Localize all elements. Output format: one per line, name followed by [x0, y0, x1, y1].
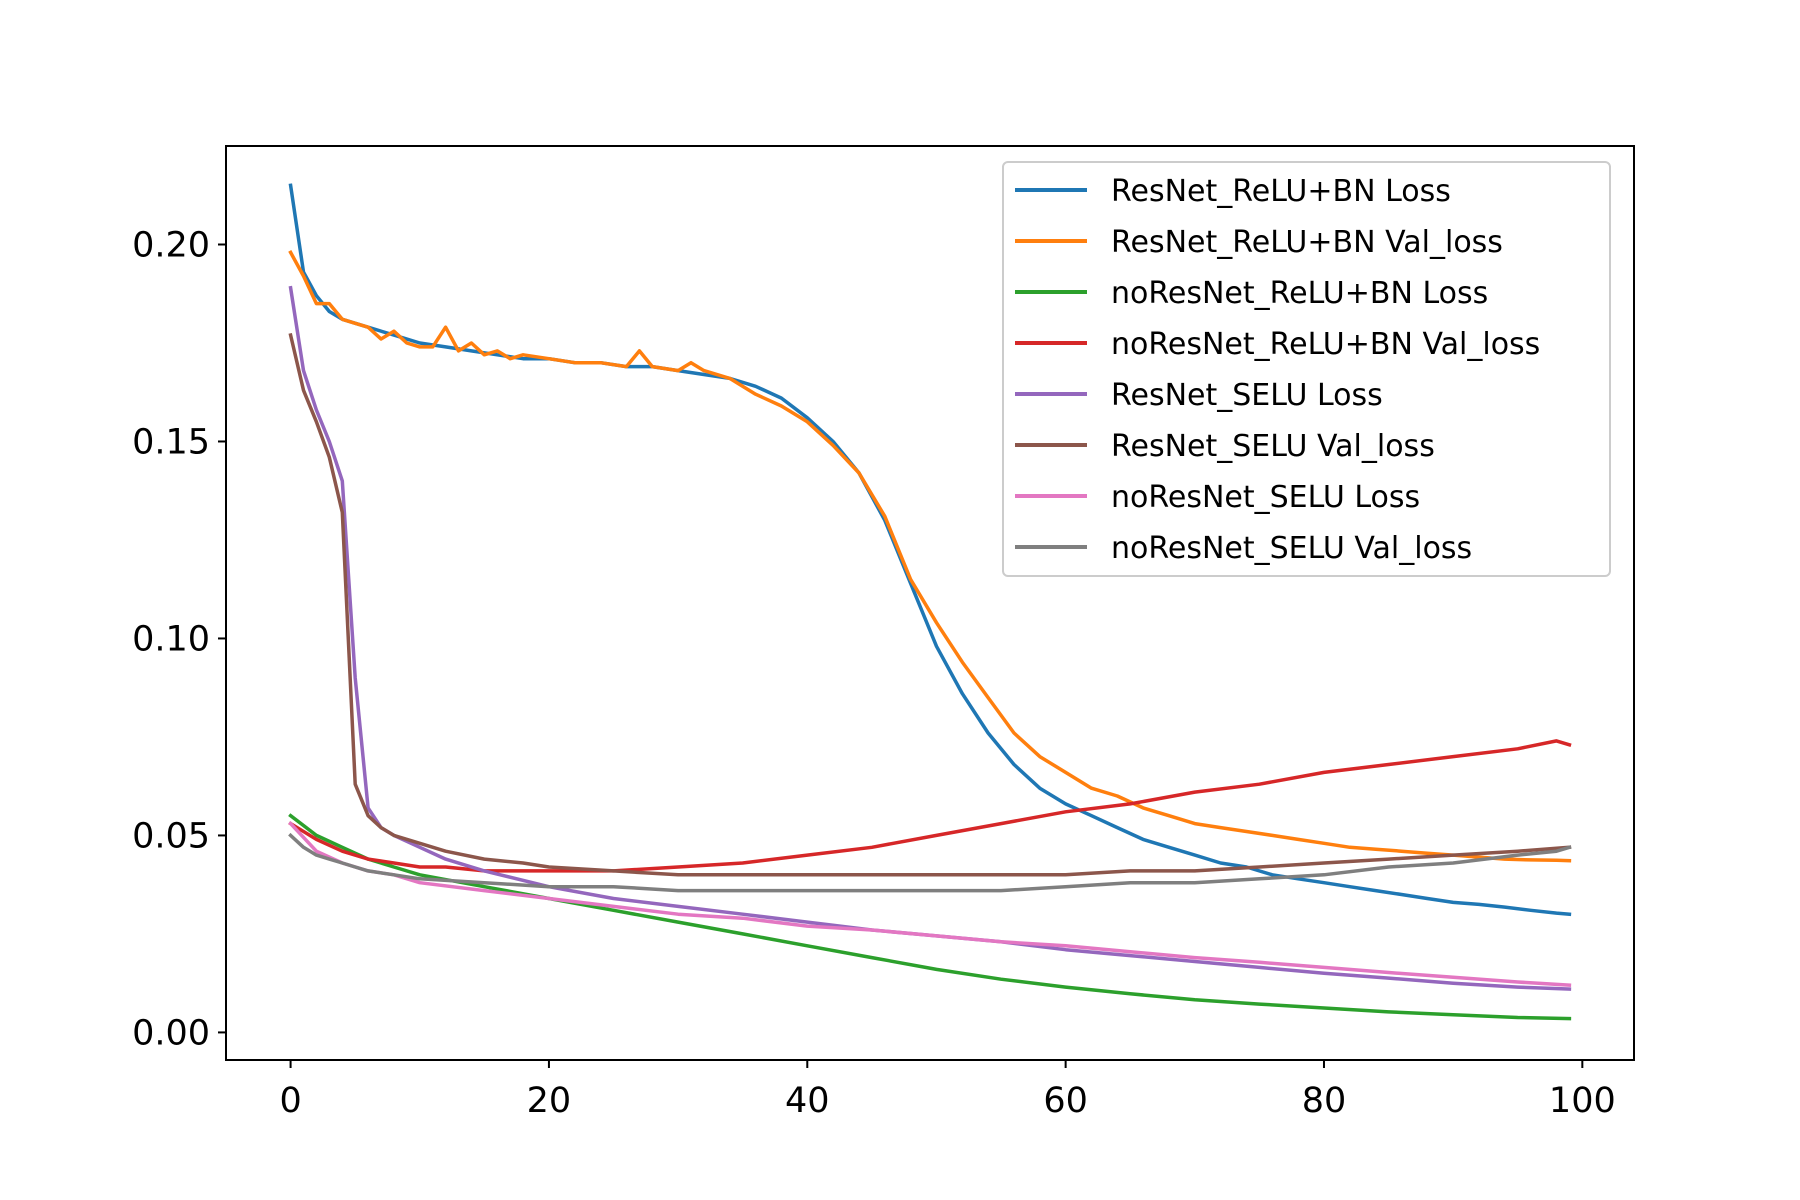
legend-box — [1002, 161, 1611, 577]
legend-label: noResNet_SELU Loss — [1111, 480, 1420, 515]
plot-area-frame — [225, 145, 1635, 1061]
legend: ResNet_ReLU+BN Loss ResNet_ReLU+BN Val_lo… — [1002, 161, 1611, 577]
series-line-2 — [288, 250, 1572, 863]
axes-layer: 0 20 40 60 80 100 0.00 0.05 0.10 0.15 0.20 — [132, 225, 1616, 1121]
series-line-5 — [288, 285, 1572, 991]
y-tick-label: 0.15 — [132, 422, 210, 462]
legend-label: ResNet_SELU Val_loss — [1111, 429, 1435, 464]
y-tick-label: 0.00 — [132, 1013, 210, 1053]
series-line-3 — [288, 813, 1572, 1021]
legend-label: ResNet_ReLU+BN Val_loss — [1111, 225, 1503, 260]
legend-label: noResNet_ReLU+BN Val_loss — [1111, 327, 1540, 362]
legend-label: ResNet_ReLU+BN Loss — [1111, 174, 1451, 209]
x-tick-label: 100 — [1549, 1081, 1616, 1121]
legend-label: noResNet_SELU Val_loss — [1111, 531, 1472, 566]
x-tick-label: 60 — [1043, 1081, 1088, 1121]
y-tick-label: 0.10 — [132, 619, 210, 659]
y-tick-label: 0.20 — [132, 225, 210, 265]
series-layer — [288, 183, 1572, 1021]
x-tick-label: 0 — [279, 1081, 301, 1121]
series-line-4 — [288, 739, 1572, 873]
series-line-6 — [288, 332, 1572, 877]
y-tick-label: 0.05 — [132, 816, 210, 856]
legend-label: noResNet_ReLU+BN Loss — [1111, 276, 1488, 311]
legend-label: ResNet_SELU Loss — [1111, 378, 1383, 413]
x-tick-label: 40 — [785, 1081, 830, 1121]
series-line-8 — [288, 832, 1572, 893]
x-tick-label: 20 — [527, 1081, 572, 1121]
x-tick-label: 80 — [1302, 1081, 1347, 1121]
